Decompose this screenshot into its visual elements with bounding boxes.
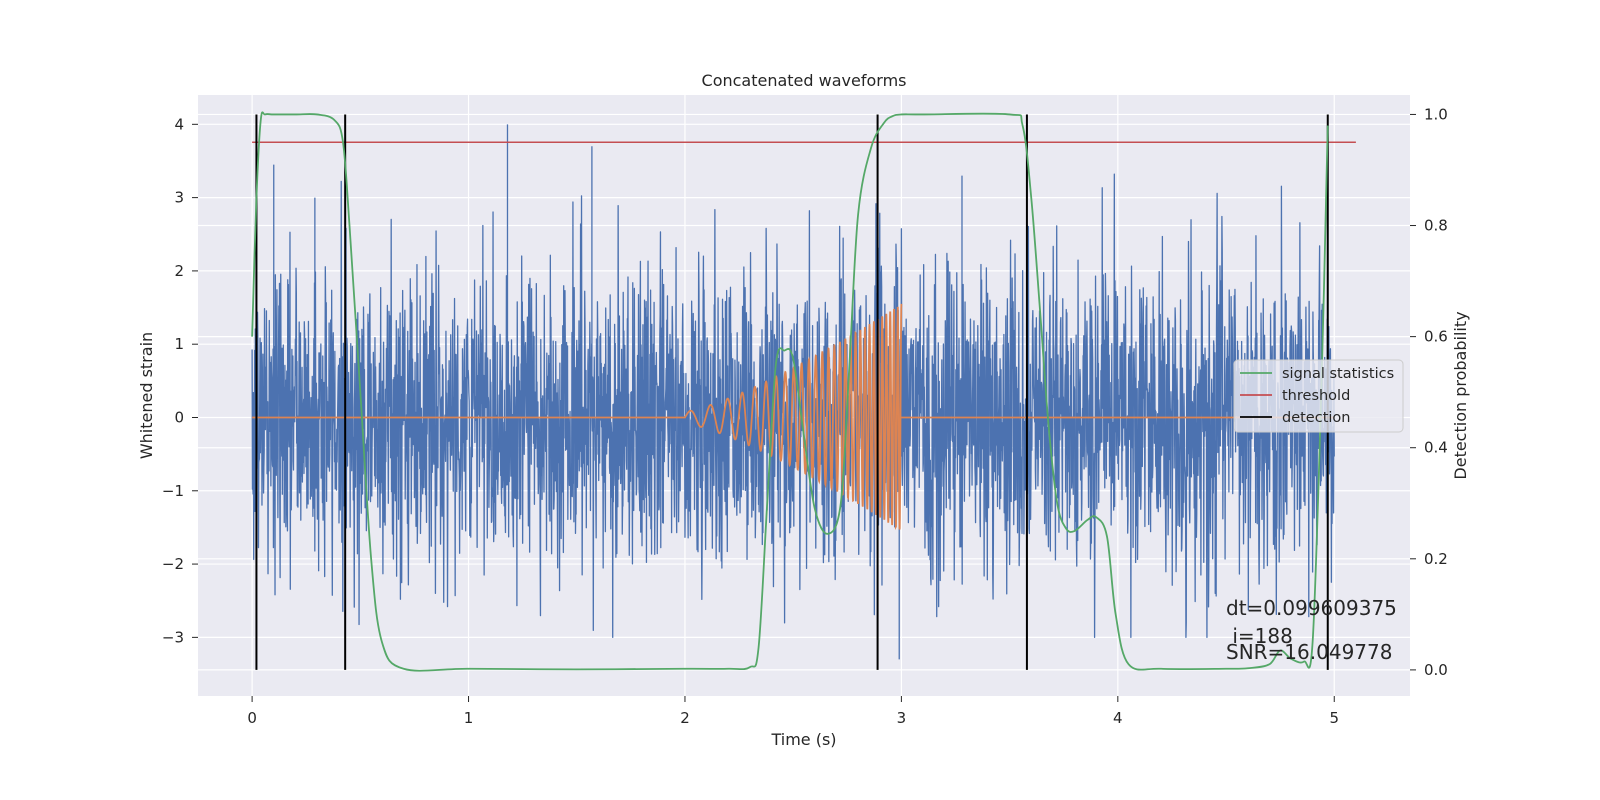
annotation-index: i=188: [1226, 624, 1293, 648]
legend-label-detection: detection: [1282, 410, 1350, 426]
annotation-snr: SNR=16.049778: [1226, 640, 1392, 664]
y2-tick-label: 1.0: [1424, 105, 1448, 123]
x-tick-label: 3: [897, 709, 907, 727]
y-tick-label: 3: [174, 189, 184, 207]
strain-noise-line: [251, 124, 1335, 660]
y2-tick-label: 0.6: [1424, 328, 1448, 346]
y-tick-label: 0: [174, 408, 184, 426]
x-axis-label: Time (s): [770, 730, 836, 749]
tick-marks: [192, 113, 1416, 702]
y2-tick-labels: 0.0 0.2 0.4 0.6 0.8 1.0: [1424, 105, 1448, 678]
y-tick-labels: −3 −2 −1 0 1 2 3 4: [162, 115, 184, 646]
annotation-dt: dt=0.099609375: [1226, 596, 1397, 620]
y-tick-label: 2: [174, 262, 184, 280]
strain-noise-layer: [251, 124, 1335, 660]
x-tick-label: 0: [247, 709, 257, 727]
y2-tick-label: 0.0: [1424, 661, 1448, 679]
y-tick-label: −3: [162, 628, 184, 646]
signal-statistics-layer: [251, 111, 1329, 672]
legend-label-signal-statistics: signal statistics: [1282, 366, 1394, 382]
y-tick-label: −2: [162, 555, 184, 573]
x-tick-label: 2: [680, 709, 690, 727]
x-tick-label: 4: [1113, 709, 1123, 727]
y-tick-label: −1: [162, 482, 184, 500]
x-tick-label: 1: [464, 709, 474, 727]
legend-label-threshold: threshold: [1282, 388, 1350, 404]
y2-tick-label: 0.2: [1424, 550, 1448, 568]
y-tick-label: 1: [174, 335, 184, 353]
x-tick-labels: 0 1 2 3 4 5: [247, 709, 1339, 727]
legend: signal statistics threshold detection: [1233, 359, 1404, 433]
y2-tick-label: 0.4: [1424, 439, 1448, 457]
chart-title: Concatenated waveforms: [702, 71, 907, 90]
y2-tick-label: 0.8: [1424, 217, 1448, 235]
y-tick-label: 4: [174, 115, 184, 133]
x-tick-label: 5: [1329, 709, 1339, 727]
legend-box: [1233, 359, 1404, 433]
y-axis-label: Whitened strain: [137, 332, 156, 459]
y2-axis-label: Detection probability: [1451, 311, 1470, 479]
signal-statistics-line: [251, 111, 1329, 672]
